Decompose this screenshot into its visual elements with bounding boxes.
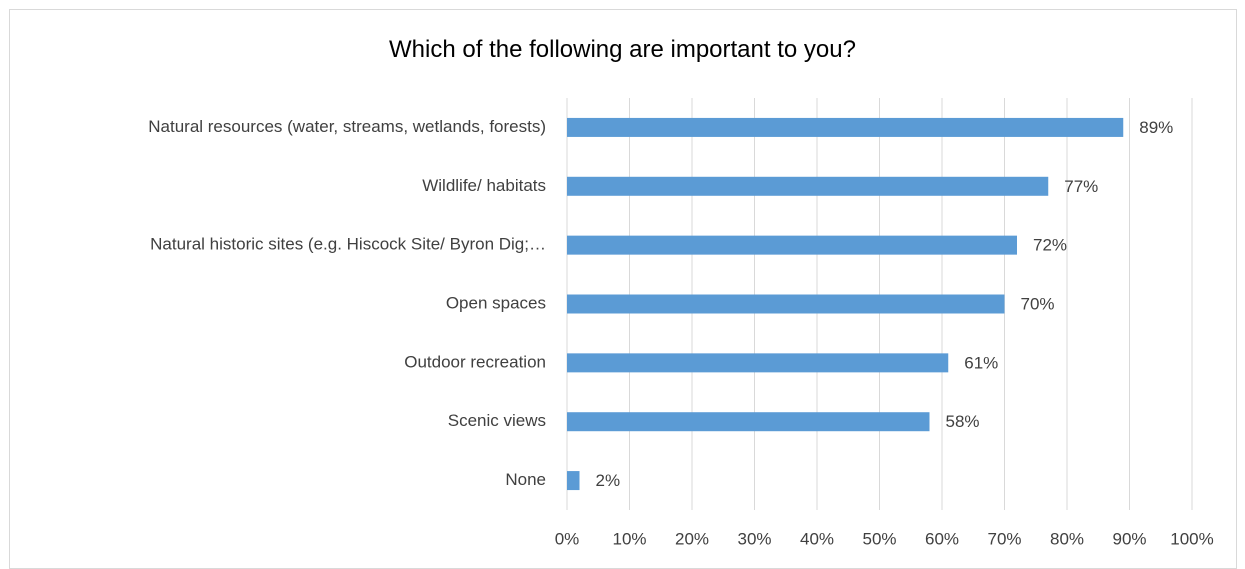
x-tick-label: 70% xyxy=(987,529,1021,548)
bar xyxy=(567,471,580,491)
bar xyxy=(567,294,1005,314)
x-tick-label: 50% xyxy=(862,529,896,548)
x-tick-label: 80% xyxy=(1050,529,1084,548)
bar xyxy=(567,353,949,373)
x-tick-label: 30% xyxy=(737,529,771,548)
x-tick-label: 90% xyxy=(1112,529,1146,548)
bar xyxy=(567,412,930,432)
x-tick-label: 20% xyxy=(675,529,709,548)
value-label: 77% xyxy=(1064,177,1098,196)
category-label: Natural historic sites (e.g. Hiscock Sit… xyxy=(150,235,546,254)
value-label: 70% xyxy=(1021,294,1055,313)
bar-chart: Natural resources (water, streams, wetla… xyxy=(148,98,1214,548)
value-label: 72% xyxy=(1033,236,1067,255)
category-label: Wildlife/ habitats xyxy=(422,176,546,195)
bar xyxy=(567,176,1049,196)
x-tick-label: 40% xyxy=(800,529,834,548)
x-tick-label: 60% xyxy=(925,529,959,548)
value-label: 89% xyxy=(1139,118,1173,137)
bar xyxy=(567,235,1017,255)
value-label: 58% xyxy=(946,412,980,431)
bar xyxy=(567,117,1124,137)
category-label: Outdoor recreation xyxy=(404,352,546,371)
category-label: Scenic views xyxy=(448,411,546,430)
x-tick-label: 10% xyxy=(612,529,646,548)
x-tick-label: 100% xyxy=(1170,529,1213,548)
chart-frame xyxy=(9,9,1237,569)
x-tick-label: 0% xyxy=(555,529,580,548)
category-label: Natural resources (water, streams, wetla… xyxy=(148,117,546,136)
category-label: Open spaces xyxy=(446,293,546,312)
chart-title: Which of the following are important to … xyxy=(389,36,856,63)
value-label: 61% xyxy=(964,353,998,372)
category-label: None xyxy=(505,470,546,489)
value-label: 2% xyxy=(596,471,621,490)
